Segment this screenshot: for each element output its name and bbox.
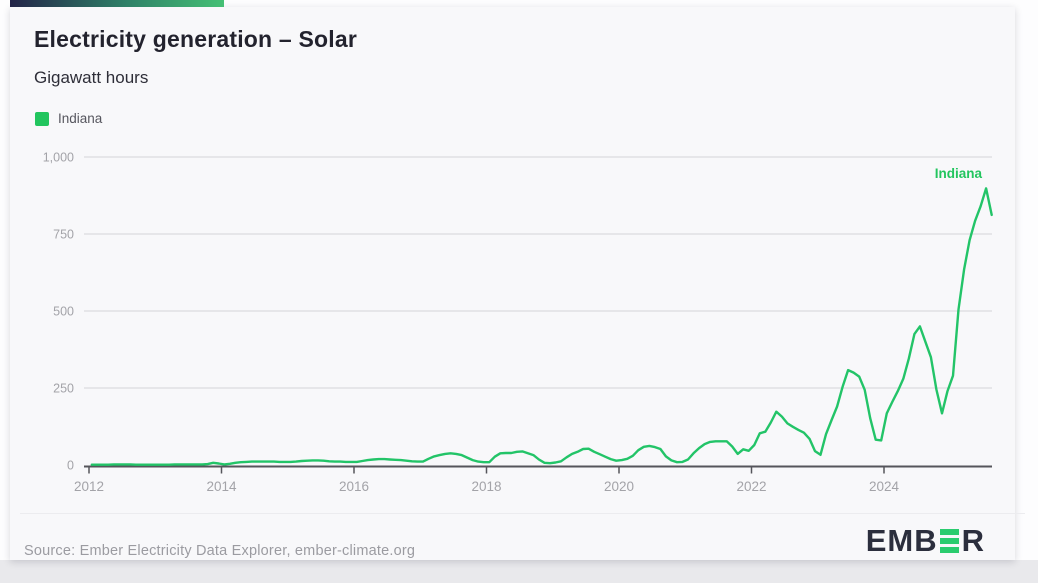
logo-text-right: R — [961, 523, 985, 558]
logo-text-left: EMB — [865, 523, 938, 558]
page-title: Electricity generation – Solar — [34, 26, 358, 52]
legend-label: Indiana — [58, 111, 103, 126]
chart-card: Electricity generation – Solar Gigawatt … — [10, 7, 1025, 560]
logo-e-bars-icon — [939, 529, 959, 553]
page-subtitle: Gigawatt hours — [34, 68, 149, 87]
accent-bar — [10, 0, 224, 7]
legend-swatch-indiana — [35, 111, 49, 126]
page-bottom-strip — [0, 560, 1038, 583]
source-text: Source: Ember Electricity Data Explorer,… — [24, 543, 416, 559]
ember-logo: EMB R — [865, 523, 985, 558]
footer-divider — [20, 513, 1025, 514]
legend: Indiana — [35, 111, 102, 126]
